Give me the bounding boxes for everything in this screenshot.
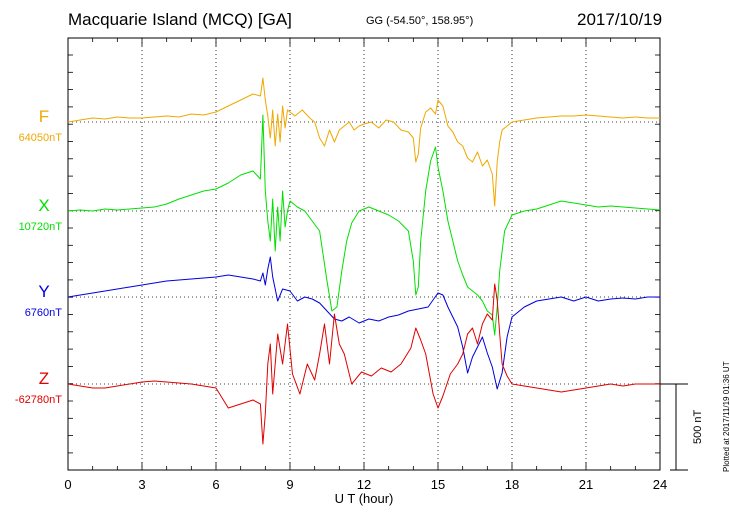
series-baseline-x: 10720nT — [19, 221, 63, 233]
series-name-z: Z — [39, 369, 49, 388]
scale-bar-label: 500 nT — [692, 409, 704, 444]
series-name-y: Y — [38, 282, 49, 301]
series-baseline-f: 64050nT — [19, 132, 63, 144]
series-name-f: F — [39, 107, 49, 126]
series-line-x — [67, 114, 661, 336]
plotted-timestamp: Plotted at 2017/11/19 01:36 UT — [722, 361, 730, 472]
x-tick-label: 6 — [212, 477, 219, 492]
x-tick-label: 15 — [431, 477, 445, 492]
x-axis-label: U T (hour) — [335, 491, 394, 506]
chart-title: Macquarie Island (MCQ) [GA] — [68, 10, 292, 29]
x-tick-label: 0 — [64, 477, 71, 492]
x-tick-label: 9 — [286, 477, 293, 492]
x-tick-label: 24 — [653, 477, 667, 492]
series-line-f — [67, 77, 660, 207]
x-tick-label: 12 — [357, 477, 371, 492]
series-line-z — [67, 283, 660, 445]
series-name-x: X — [38, 196, 49, 215]
series-line-y — [67, 256, 660, 390]
x-tick-label: 3 — [138, 477, 145, 492]
station-coordinates: GG (-54.50°, 158.95°) — [366, 15, 474, 27]
series-baseline-y: 6760nT — [25, 307, 63, 319]
x-tick-label: 18 — [505, 477, 519, 492]
x-tick-label: 21 — [579, 477, 593, 492]
chart-date: 2017/10/19 — [577, 10, 663, 29]
series-baseline-z: -62780nT — [15, 394, 62, 406]
